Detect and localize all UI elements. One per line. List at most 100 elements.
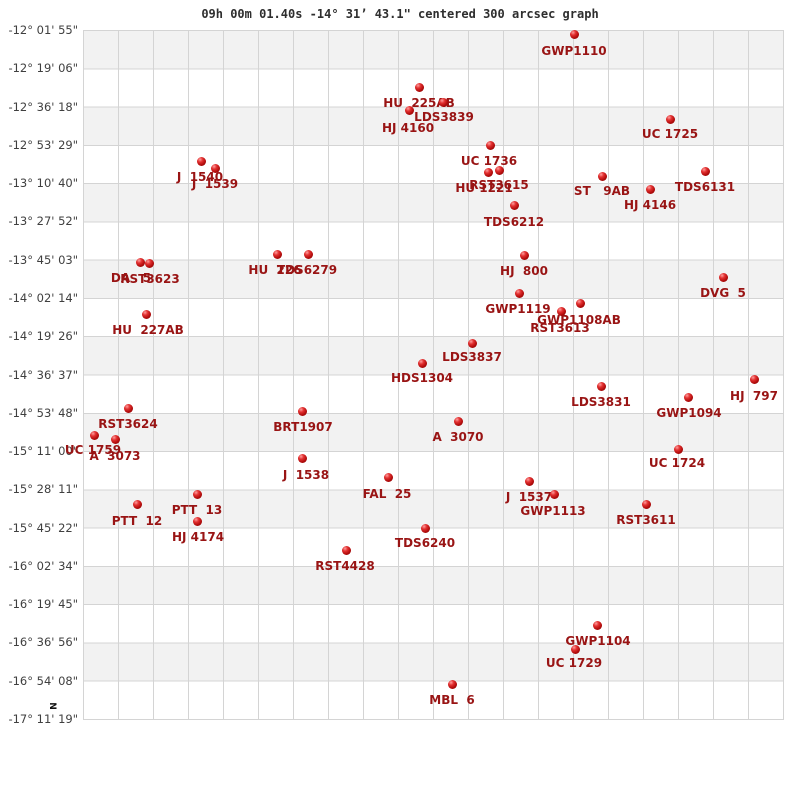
star-label-hj-800: HJ 800 xyxy=(500,264,548,278)
star-dot-ptt-12 xyxy=(132,499,142,509)
star-label-a-3073: A 3073 xyxy=(89,449,141,463)
star-label-hds1304: HDS1304 xyxy=(390,371,454,385)
star-label-j-1539: J 1539 xyxy=(191,177,239,191)
star-dot-j-1539 xyxy=(210,163,220,173)
star-dot-uc-1736 xyxy=(485,140,495,150)
star-dot-st-9ab xyxy=(597,171,607,181)
star-dot-a-3070 xyxy=(453,416,463,426)
star-dot-j-1538 xyxy=(297,453,307,463)
star-label-hu-1221: HU 1221 xyxy=(455,181,513,195)
star-dot-da-5 xyxy=(135,257,145,267)
star-dot-rst3613 xyxy=(556,306,566,316)
plot-area xyxy=(83,30,784,720)
star-label-lds3831: LDS3831 xyxy=(571,395,631,409)
star-dot-uc-1724 xyxy=(673,444,683,454)
star-dot-gwp1119 xyxy=(514,288,524,298)
star-dot-hds1304 xyxy=(417,358,427,368)
star-dot-ptt-13 xyxy=(192,489,202,499)
star-label-lds3837: LDS3837 xyxy=(442,350,502,364)
star-dot-hj-4160 xyxy=(404,105,414,115)
star-dot-hu-226 xyxy=(272,249,282,259)
star-dot-hj-797 xyxy=(749,374,759,384)
star-dot-rst3611 xyxy=(641,499,651,509)
star-label-st-9ab: ST 9AB xyxy=(573,184,631,198)
star-dot-rst3623 xyxy=(144,258,154,268)
star-label-lds3839: LDS3839 xyxy=(414,110,474,124)
star-dot-tds6212 xyxy=(509,200,519,210)
star-label-rst3611: RST3611 xyxy=(616,513,676,527)
star-dot-lds3839 xyxy=(438,97,448,107)
star-dot-tds6131 xyxy=(700,166,710,176)
star-label-j-1540: J 1540 xyxy=(176,170,224,184)
star-label-tds6131: TDS6131 xyxy=(674,180,736,194)
y-tick-label: -16° 36' 56" xyxy=(8,635,78,650)
y-tick-label: -15° 11' 00" xyxy=(8,444,78,459)
star-dot-mbl-6 xyxy=(447,679,457,689)
star-label-gwp1104: GWP1104 xyxy=(565,634,631,648)
star-label-hu-227ab: HU 227AB xyxy=(112,323,184,337)
y-tick-label: -13° 45' 03" xyxy=(8,252,78,267)
star-dot-dvg-5 xyxy=(718,272,728,282)
star-label-rst3623: RST3623 xyxy=(120,272,180,286)
star-label-uc-1725: UC 1725 xyxy=(641,127,699,141)
star-label-tds6240: TDS6240 xyxy=(394,536,456,550)
star-dot-lds3837 xyxy=(467,338,477,348)
y-tick-label: -14° 19' 26" xyxy=(8,329,78,344)
star-dot-hu-227ab xyxy=(141,309,151,319)
star-dot-gwp1094 xyxy=(683,392,693,402)
y-tick-label: -16° 19' 45" xyxy=(8,597,78,612)
star-label-rst3615: RST3615 xyxy=(469,178,529,192)
star-dot-rst3624 xyxy=(123,403,133,413)
star-label-j-1537: J 1537 xyxy=(505,490,553,504)
star-dot-gwp1110 xyxy=(569,29,579,39)
star-label-ptt-12: PTT 12 xyxy=(111,514,163,528)
star-label-rst3624: RST3624 xyxy=(98,417,158,431)
star-dot-rst3615 xyxy=(494,165,504,175)
star-dot-hu-1221 xyxy=(483,167,493,177)
y-tick-label: -14° 36' 37" xyxy=(8,367,78,382)
star-label-gwp1094: GWP1094 xyxy=(656,406,722,420)
star-label-gwp1108ab: GWP1108AB xyxy=(537,313,621,327)
y-tick-label: -12° 19' 06" xyxy=(8,61,78,76)
star-dot-gwp1113 xyxy=(549,489,559,499)
star-label-tds6279: TDS6279 xyxy=(276,263,338,277)
star-label-uc-1736: UC 1736 xyxy=(460,154,518,168)
y-tick-label: -12° 36' 18" xyxy=(8,99,78,114)
star-dot-hu-225ab xyxy=(414,82,424,92)
star-dot-uc-1759 xyxy=(89,430,99,440)
north-indicator: N xyxy=(46,702,57,710)
star-label-fal-25: FAL 25 xyxy=(362,487,412,501)
star-dot-gwp1104 xyxy=(592,620,602,630)
chart-title: 09h 00m 01.40s -14° 31’ 43.1" centered 3… xyxy=(201,7,599,21)
y-tick-label: -15° 28' 11" xyxy=(8,482,78,497)
star-label-gwp1113: GWP1113 xyxy=(520,504,586,518)
star-label-dvg-5: DVG 5 xyxy=(700,286,746,300)
star-label-rst3613: RST3613 xyxy=(530,321,590,335)
star-label-j-1538: J 1538 xyxy=(282,468,330,482)
star-label-tds6212: TDS6212 xyxy=(483,215,545,229)
y-tick-label: -12° 53' 29" xyxy=(8,137,78,152)
y-tick-label: -16° 02' 34" xyxy=(8,558,78,573)
y-tick-label: -17° 11' 19" xyxy=(8,712,78,726)
star-label-ptt-13: PTT 13 xyxy=(171,503,223,517)
star-label-gwp1110: GWP1110 xyxy=(541,44,607,58)
star-dot-hj-800 xyxy=(519,250,529,260)
star-label-brt1907: BRT1907 xyxy=(273,420,333,434)
star-dot-hj-4174 xyxy=(192,516,202,526)
star-dot-brt1907 xyxy=(297,406,307,416)
y-tick-label: -16° 54' 08" xyxy=(8,673,78,688)
star-dot-lds3831 xyxy=(596,381,606,391)
star-label-da-5: DA 5 xyxy=(110,271,152,285)
star-dot-a-3073 xyxy=(110,434,120,444)
star-label-hj-4160: HJ 4160 xyxy=(381,121,435,135)
star-label-mbl-6: MBL 6 xyxy=(429,693,475,707)
star-dot-j-1540 xyxy=(196,156,206,166)
star-label-uc-1729: UC 1729 xyxy=(545,656,603,670)
y-tick-label: -13° 27' 52" xyxy=(8,214,78,229)
y-tick-label: -13° 10' 40" xyxy=(8,176,78,191)
star-label-hu-226: HU 226 xyxy=(248,263,302,277)
star-dot-rst4428 xyxy=(341,545,351,555)
y-tick-label: -12° 01' 55" xyxy=(8,23,78,37)
